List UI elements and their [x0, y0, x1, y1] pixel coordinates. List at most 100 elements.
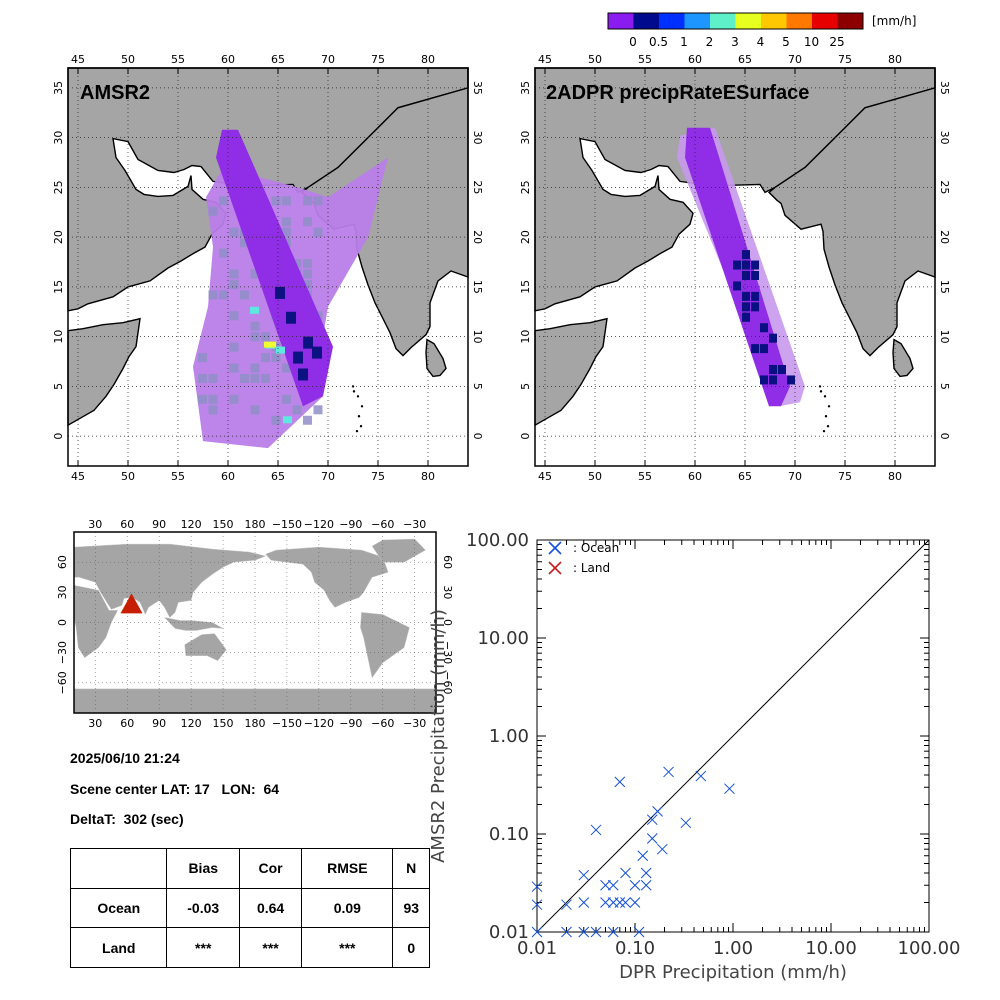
data-point	[531, 881, 543, 893]
amsr2-cell	[208, 405, 218, 415]
amsr2-cell	[261, 332, 270, 342]
globe-lat-label: 30	[56, 585, 69, 599]
lat-tick-label: 30	[52, 131, 65, 145]
data-point	[652, 806, 663, 817]
globe-lon-label: 120	[181, 717, 202, 730]
stats-cell: ***	[301, 927, 394, 968]
data-point	[656, 843, 668, 855]
data-point-stroke	[578, 869, 590, 881]
map-frame	[67, 67, 469, 467]
lat-tick-label: 5	[52, 383, 65, 390]
scene-location-marker	[120, 593, 143, 614]
data-point-stroke	[561, 899, 572, 911]
africa-arabia-landmass	[534, 67, 936, 312]
legend-marker	[548, 561, 562, 575]
lon-tick-label: 60	[221, 53, 235, 66]
amsr2-cell	[292, 259, 302, 269]
lat-tick-label: 0	[471, 433, 484, 440]
lon-tick-label: 65	[738, 470, 752, 483]
colorbar-swatch	[710, 13, 736, 29]
amsr2-cell	[303, 259, 312, 269]
lat-tick-label: 35	[519, 81, 532, 95]
colorbar-label: 0	[629, 35, 637, 49]
stats-row-label: Land	[69, 927, 168, 968]
horn-of-africa-landmass	[534, 317, 608, 427]
data-point	[695, 770, 707, 782]
lat-tick-label: 0	[938, 433, 951, 440]
lon-tick-label: 80	[888, 53, 902, 66]
lat-tick-label: 5	[471, 383, 484, 390]
sri-lanka-landmass	[892, 338, 914, 378]
amsr2-map-title: AMSR2	[80, 82, 151, 104]
globe-lon-label: 60	[120, 518, 134, 531]
lon-tick-label: 65	[271, 470, 285, 483]
lon-tick-label: 75	[838, 470, 852, 483]
island-dot	[819, 390, 823, 393]
lon-tick-label: 60	[221, 470, 235, 483]
stats-cell: ***	[238, 927, 303, 968]
lon-tick-label: 50	[121, 53, 135, 66]
y-tick-label: 1.00	[489, 726, 529, 747]
dpr-heavy-cell	[751, 291, 759, 301]
lon-tick-label: 80	[888, 470, 902, 483]
globe-lon-label: −60	[371, 717, 394, 730]
amsr2-cell	[198, 373, 207, 383]
island-dot	[827, 405, 831, 408]
globe-frame	[73, 531, 437, 714]
lat-tick-label: 10	[938, 330, 951, 344]
amsr2-cell	[229, 394, 239, 404]
stats-header-cell	[69, 848, 168, 889]
lat-tick-label: 15	[471, 280, 484, 294]
colorbar-swatch	[684, 13, 710, 29]
data-point-stroke	[640, 867, 652, 879]
lon-tick-label: 70	[788, 470, 802, 483]
amsr2-cell	[282, 196, 291, 206]
lat-tick-label: 25	[471, 180, 484, 194]
data-point	[590, 824, 602, 836]
data-point	[578, 897, 590, 908]
globe-lon-label: −120	[304, 518, 334, 531]
amsr2-cell	[303, 217, 312, 227]
data-point	[620, 867, 631, 879]
colorbar-swatch	[812, 13, 838, 29]
amsr2-cell	[303, 269, 312, 279]
dpr-heavy-cell	[778, 365, 786, 375]
lat-tick-label: 10	[519, 330, 532, 344]
amsr2-cell	[282, 227, 291, 237]
globe-lat-label: 60	[56, 555, 69, 569]
globe-lon-label: 90	[152, 717, 166, 730]
amsr2-peak-cell	[276, 346, 285, 354]
stats-cell: -0.03	[166, 887, 240, 929]
x-tick-label: 1.00	[713, 938, 753, 959]
stats-header-rmse: RMSE	[301, 848, 394, 889]
island-dot	[359, 425, 363, 428]
amsr2-cell	[250, 405, 260, 415]
colorbar-label: 3	[731, 35, 739, 49]
stats-header-row: Bias Cor RMSE N	[69, 848, 430, 889]
data-point-stroke	[561, 926, 572, 938]
lon-tick-label: 45	[538, 53, 552, 66]
amsr2-heavy-cell	[275, 286, 285, 299]
amsr2-peak-cell	[250, 306, 259, 314]
amsr2-cell	[229, 269, 239, 279]
lon-tick-label: 75	[371, 53, 385, 66]
data-point	[607, 926, 619, 938]
data-point-stroke	[640, 879, 652, 891]
lon-tick-label: 60	[688, 470, 702, 483]
dpr-heavy-cell	[742, 270, 750, 280]
x-tick-label: 100.00	[898, 938, 961, 959]
lon-tick-label: 75	[838, 53, 852, 66]
data-point	[663, 766, 674, 778]
eurasia-landmass	[73, 543, 267, 618]
data-point-stroke	[646, 833, 658, 844]
lon-tick-label: 70	[321, 470, 335, 483]
dpr-heavy-cell	[742, 250, 750, 260]
lat-tick-label: 35	[471, 81, 484, 95]
colorbar-label: 0.5	[649, 35, 668, 49]
lat-tick-label: 20	[52, 230, 65, 244]
amsr2-cell	[250, 332, 260, 342]
data-point	[578, 926, 590, 938]
data-point	[600, 879, 611, 891]
globe-lon-label: 120	[181, 518, 202, 531]
